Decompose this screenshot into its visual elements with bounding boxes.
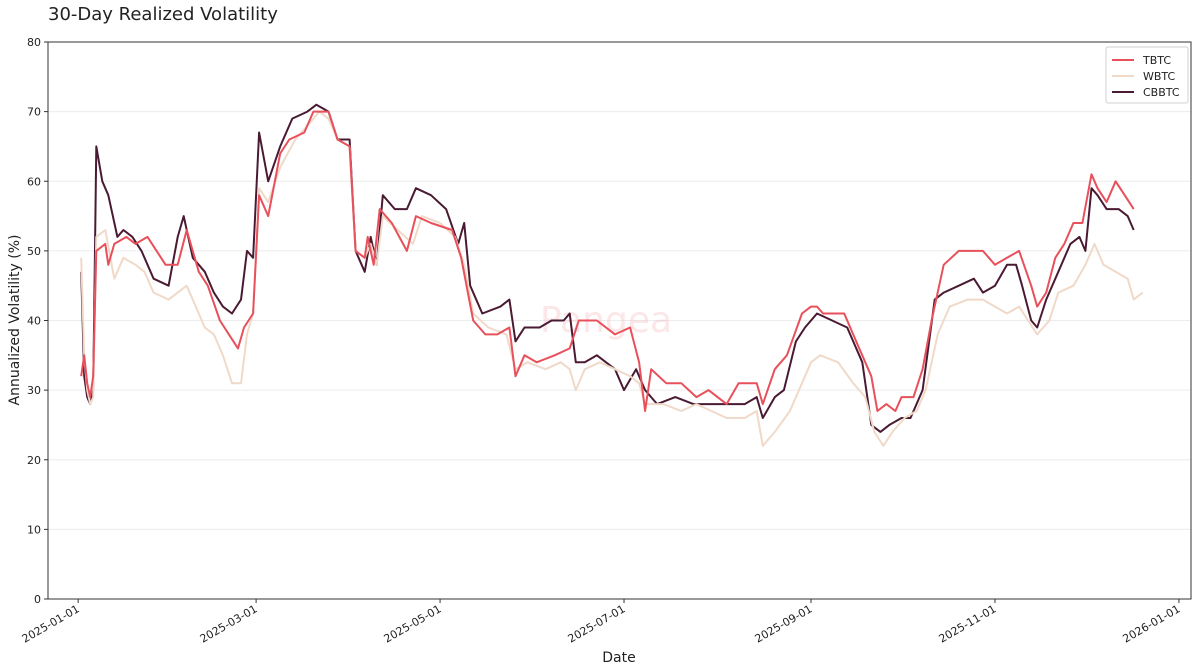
- series-line-wbtc: [80, 110, 1144, 447]
- y-tick-label: 10: [27, 523, 41, 536]
- chart-title: 30-Day Realized Volatility: [48, 4, 278, 25]
- series-line-tbtc: [80, 110, 1135, 412]
- legend-label-tbtc: TBTC: [1142, 54, 1171, 67]
- x-tick-label: 2026-01-01: [1121, 602, 1183, 645]
- y-tick-label: 30: [27, 384, 41, 397]
- series-line-cbbtc: [80, 103, 1135, 433]
- legend-label-cbbtc: CBBTC: [1143, 86, 1180, 99]
- x-tick-label: 2025-07-01: [566, 602, 628, 645]
- legend-label-wbtc: WBTC: [1143, 70, 1175, 83]
- y-tick-label: 0: [34, 593, 41, 606]
- y-axis: 0 10 20 30 40 50 60 70 80: [27, 36, 48, 606]
- grid-lines: [48, 111, 1191, 530]
- y-tick-label: 80: [27, 36, 41, 49]
- x-tick-label: 2025-09-01: [753, 602, 815, 645]
- legend: TBTC WBTC CBBTC: [1105, 46, 1189, 104]
- y-tick-label: 20: [27, 454, 41, 467]
- x-tick-label: 2025-03-01: [198, 602, 260, 645]
- y-tick-label: 70: [27, 106, 41, 119]
- series-lines: [80, 103, 1144, 447]
- x-axis: 2025-01-01 2025-03-01 2025-05-01 2025-07-01…: [20, 599, 1183, 646]
- x-tick-label: 2025-11-01: [937, 602, 999, 645]
- y-tick-label: 40: [27, 315, 41, 328]
- y-tick-label: 50: [27, 245, 41, 258]
- x-tick-label: 2025-01-01: [20, 602, 82, 645]
- y-tick-label: 60: [27, 175, 41, 188]
- y-axis-label: Annualized Volatility (%): [7, 235, 23, 406]
- x-axis-label: Date: [602, 650, 635, 666]
- x-tick-label: 2025-05-01: [382, 602, 444, 645]
